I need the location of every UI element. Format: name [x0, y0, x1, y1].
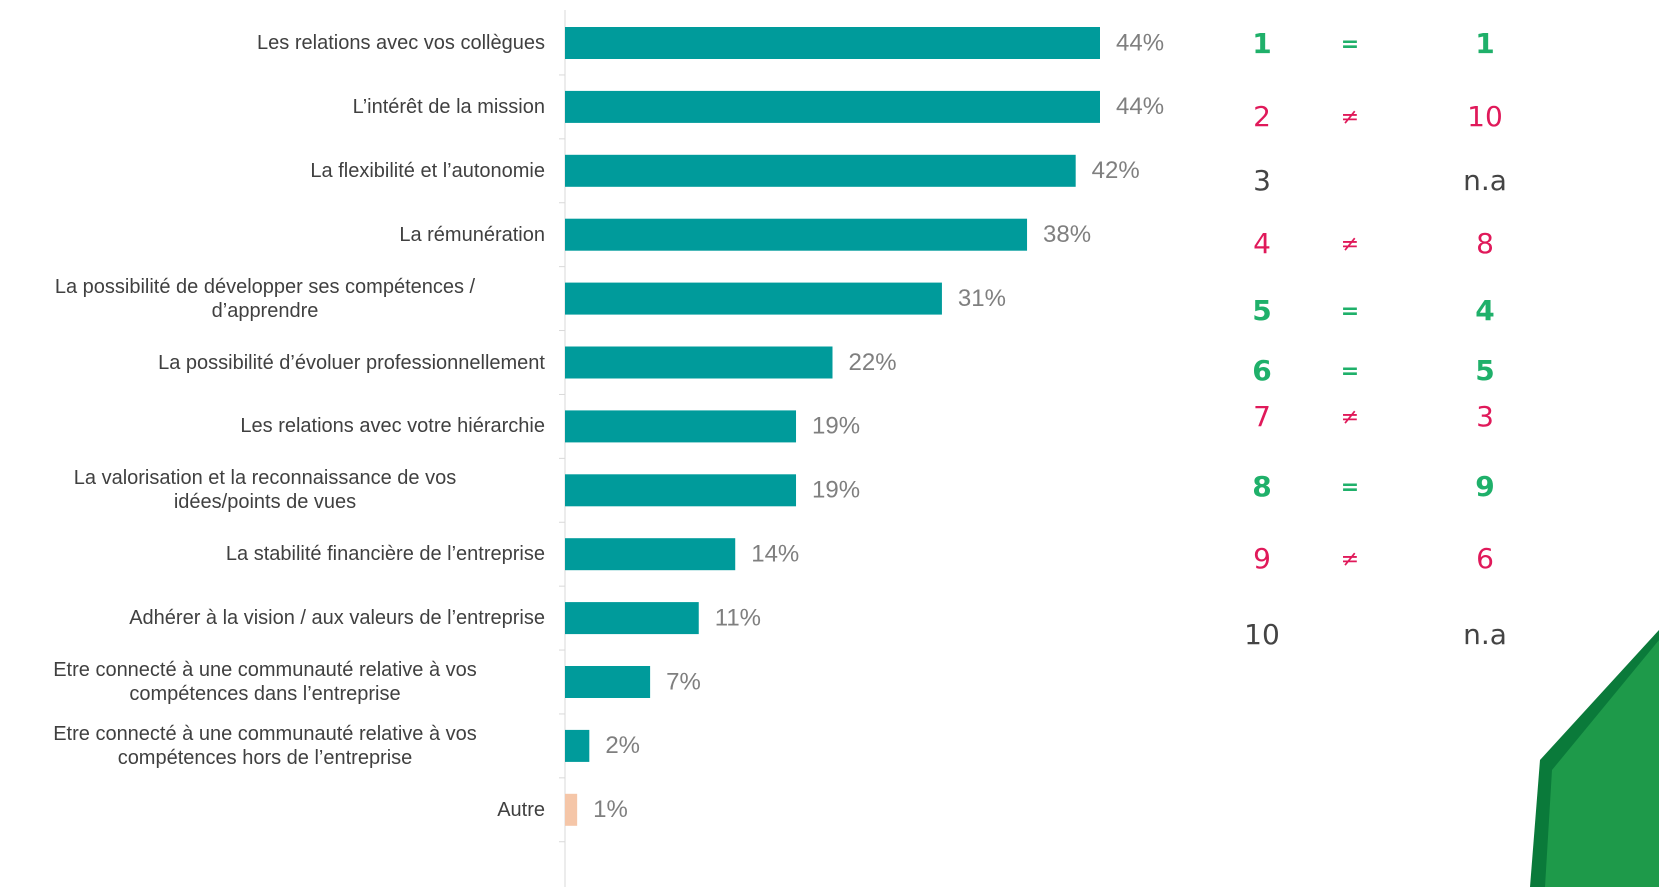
- rank: 10: [1244, 618, 1280, 651]
- value-label: 44%: [1116, 93, 1164, 120]
- bar: [565, 538, 736, 571]
- category-label: Les relations avec votre hiérarchie: [240, 415, 545, 438]
- bar: [565, 410, 797, 443]
- rank: 8: [1252, 470, 1271, 503]
- rank: 1: [1252, 27, 1271, 60]
- value-label: 7%: [666, 668, 701, 695]
- category-label: La flexibilité et l’autonomie: [310, 159, 545, 182]
- category-label: Autre: [497, 798, 545, 821]
- rank: 2: [1253, 100, 1271, 133]
- value-label: 22%: [849, 349, 897, 376]
- decor-shape: [1545, 640, 1659, 887]
- category-label: La possibilité d’évoluer professionnelle…: [158, 351, 545, 374]
- bar: [565, 218, 1028, 251]
- other-rank: 10: [1467, 100, 1503, 133]
- compare-sign: ≠: [1341, 105, 1359, 130]
- compare-sign: ≠: [1341, 405, 1359, 430]
- category-label: Les relations avec vos collègues: [257, 32, 545, 54]
- other-rank: 4: [1475, 294, 1494, 327]
- value-label: 42%: [1092, 157, 1140, 184]
- bar: [565, 666, 651, 698]
- other-rank: n.a: [1463, 618, 1507, 651]
- bar: [565, 474, 797, 507]
- category-label: Etre connecté à une communauté relative …: [53, 722, 477, 769]
- category-label: La possibilité de développer ses compéte…: [54, 275, 476, 322]
- compare-sign: =: [1341, 299, 1359, 324]
- compare-sign: =: [1341, 359, 1359, 384]
- category-label: La valorisation et la reconnaissance de …: [73, 467, 457, 514]
- category-label: La stabilité financière de l’entreprise: [225, 543, 545, 566]
- other-rank: 8: [1476, 227, 1494, 260]
- rank: 6: [1252, 354, 1271, 387]
- category-label: L’intérêt de la mission: [352, 95, 545, 118]
- other-rank: 5: [1475, 354, 1494, 387]
- compare-sign: ≠: [1341, 547, 1359, 572]
- bar: [565, 27, 1100, 59]
- rank: 5: [1252, 294, 1271, 327]
- value-label: 11%: [715, 604, 761, 631]
- compare-sign: =: [1341, 32, 1359, 57]
- value-label: 38%: [1043, 221, 1091, 248]
- other-rank: 6: [1476, 542, 1494, 575]
- category-label: Adhérer à la vision / aux valeurs de l’e…: [129, 607, 545, 630]
- other-rank: 1: [1475, 27, 1494, 60]
- value-label: 2%: [605, 732, 640, 759]
- other-rank: 3: [1476, 400, 1494, 433]
- value-label: 19%: [812, 413, 860, 440]
- rank: 3: [1253, 164, 1271, 197]
- rank: 7: [1253, 400, 1271, 433]
- value-label: 14%: [751, 541, 799, 568]
- bar: [565, 346, 833, 379]
- compare-sign: =: [1341, 475, 1359, 500]
- bar: [565, 602, 699, 635]
- bar: [565, 90, 1100, 123]
- bar: [565, 729, 590, 762]
- bar: [565, 793, 578, 826]
- category-label: La rémunération: [399, 223, 545, 246]
- rank: 4: [1253, 227, 1271, 260]
- bar: [565, 154, 1076, 187]
- value-label: 1%: [593, 796, 628, 823]
- other-rank: 9: [1475, 470, 1494, 503]
- bar: [565, 282, 942, 315]
- rank: 9: [1253, 542, 1271, 575]
- other-rank: n.a: [1463, 164, 1507, 197]
- value-label: 19%: [812, 477, 860, 504]
- compare-sign: ≠: [1341, 232, 1359, 257]
- category-label: Etre connecté à une communauté relative …: [53, 659, 477, 705]
- value-label: 44%: [1116, 29, 1164, 56]
- value-label: 31%: [958, 285, 1006, 312]
